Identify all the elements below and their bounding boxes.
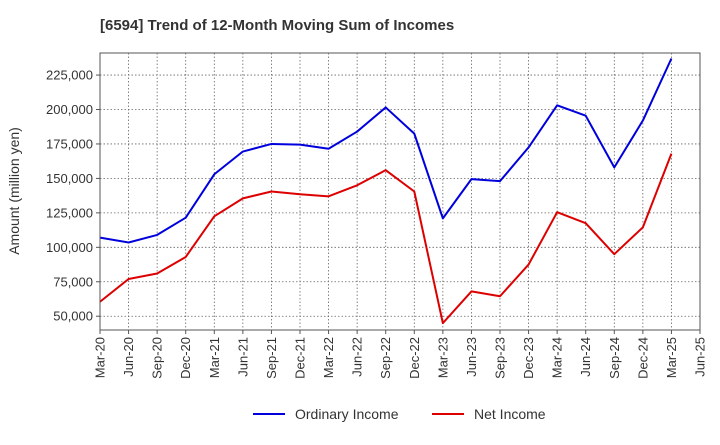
- y-tick-label: 125,000: [46, 205, 93, 220]
- x-tick-label: Mar-22: [321, 337, 336, 378]
- y-tick-label: 150,000: [46, 171, 93, 186]
- x-tick-label: Mar-20: [93, 337, 108, 378]
- x-tick-label: Sep-23: [493, 337, 508, 379]
- x-tick-label: Dec-24: [635, 337, 650, 379]
- x-tick-label: Sep-22: [378, 337, 393, 379]
- y-ticks: 50,000 75,000 100,000 125,000 150,000 175,000…: [46, 68, 100, 324]
- y-tick-label: 175,000: [46, 136, 93, 151]
- x-tick-label: Mar-21: [207, 337, 222, 378]
- x-tick-label: Jun-22: [350, 337, 365, 377]
- x-tick-label: Jun-23: [464, 337, 479, 377]
- x-tick-label: Dec-20: [178, 337, 193, 379]
- y-tick-label: 225,000: [46, 68, 93, 83]
- series-line-net-income: [99, 153, 673, 325]
- x-tick-label: Jun-25: [693, 337, 708, 377]
- y-tick-label: 100,000: [46, 240, 93, 255]
- grid: [100, 53, 700, 330]
- y-tick-label: 75,000: [53, 274, 93, 289]
- y-tick-label: 50,000: [53, 309, 93, 324]
- legend-label-net-income: Net Income: [474, 406, 546, 422]
- y-axis-label: Amount (million yen): [6, 127, 22, 255]
- y-tick-label: 200,000: [46, 102, 93, 117]
- x-tick-label: Dec-22: [407, 337, 422, 379]
- x-tick-label: Sep-24: [607, 337, 622, 379]
- x-tick-label: Sep-20: [150, 337, 165, 379]
- plot-frame: [99, 52, 701, 331]
- legend: Ordinary Income Net Income: [253, 406, 546, 422]
- x-tick-label: Dec-21: [293, 337, 308, 379]
- x-tick-label: Sep-21: [264, 337, 279, 379]
- series-lines: [99, 58, 673, 325]
- x-tick-label: Dec-23: [521, 337, 536, 379]
- x-ticks: Mar-20 Jun-20 Sep-20 Dec-20 Mar-21 Jun-21 Sep-…: [93, 330, 708, 379]
- series-line-ordinary-income: [99, 58, 673, 244]
- x-tick-label: Jun-24: [578, 337, 593, 377]
- x-tick-label: Jun-20: [121, 337, 136, 377]
- x-tick-label: Jun-21: [235, 337, 250, 377]
- x-tick-label: Mar-25: [664, 337, 679, 378]
- x-tick-label: Mar-24: [550, 337, 565, 378]
- x-tick-label: Mar-23: [435, 337, 450, 378]
- legend-label-ordinary-income: Ordinary Income: [295, 406, 399, 422]
- chart-title: [6594] Trend of 12-Month Moving Sum of I…: [100, 17, 454, 34]
